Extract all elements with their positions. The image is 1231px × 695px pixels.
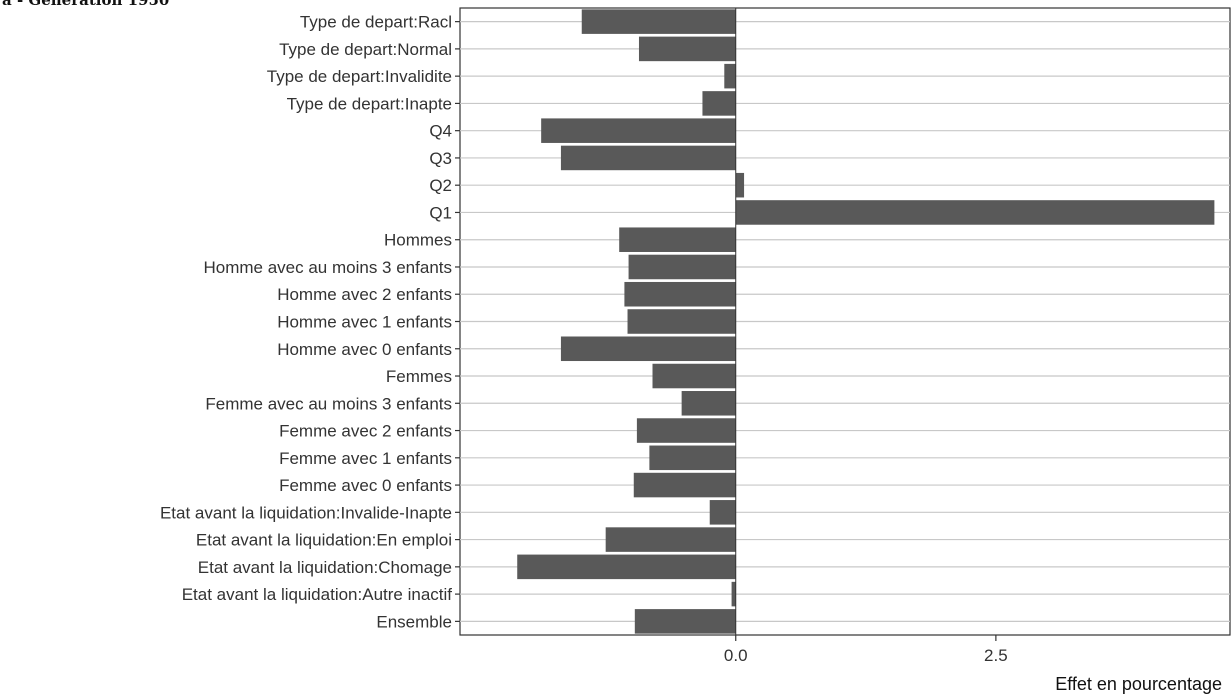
y-tick-label: Type de depart:Inapte	[287, 94, 452, 113]
bar	[709, 500, 736, 525]
y-tick-label: Q1	[429, 203, 452, 222]
bars	[517, 9, 1215, 634]
y-tick-label: Q3	[429, 149, 452, 168]
bar	[735, 172, 745, 198]
bar	[541, 118, 736, 143]
y-tick-label: Homme avec 1 enfants	[277, 313, 452, 332]
x-tick-label: 2.5	[984, 646, 1008, 665]
y-axis-labels: Ensemble Etat avant la liquidation:Autre …	[160, 13, 460, 631]
y-tick-label: Homme avec 0 enfants	[277, 340, 452, 359]
bar	[627, 309, 736, 334]
y-tick-label: Ensemble	[376, 612, 452, 631]
bar	[605, 527, 736, 552]
bar	[628, 254, 736, 280]
y-tick-label: Femmes	[386, 367, 452, 386]
bar	[638, 36, 736, 62]
bar	[702, 91, 736, 116]
bar	[649, 445, 736, 471]
bar	[624, 281, 736, 307]
x-tick-label: 0.0	[724, 646, 748, 665]
y-tick-label: Femme avec au moins 3 enfants	[205, 394, 452, 413]
figure-panel-heading: a - Génération 1950	[2, 0, 170, 9]
y-tick-label: Homme avec au moins 3 enfants	[203, 258, 452, 277]
bar	[633, 472, 736, 498]
y-tick-label: Etat avant la liquidation:Autre inactif	[182, 585, 453, 604]
y-tick-label: Etat avant la liquidation:En emploi	[196, 531, 452, 550]
y-tick-label: Etat avant la liquidation:Chomage	[198, 558, 452, 577]
bar	[735, 200, 1215, 225]
bar	[517, 554, 736, 580]
bar	[634, 609, 736, 634]
y-tick-label: Hommes	[384, 231, 452, 250]
y-tick-label: Femme avec 2 enfants	[279, 422, 452, 441]
y-tick-label: Type de depart:Racl	[300, 13, 452, 32]
y-tick-label: Type de depart:Normal	[279, 40, 452, 59]
bar	[724, 63, 736, 89]
bar	[681, 391, 736, 416]
y-tick-label: Q2	[429, 176, 452, 195]
bar	[731, 581, 736, 607]
bar	[581, 9, 736, 34]
y-tick-label: Etat avant la liquidation:Invalide-Inapt…	[160, 503, 452, 522]
y-tick-label: Femme avec 0 enfants	[279, 476, 452, 495]
x-axis-labels: 0.0 2.5	[724, 635, 1008, 665]
bar	[560, 336, 736, 362]
y-tick-label: Type de depart:Invalidite	[267, 67, 452, 86]
y-tick-label: Homme avec 2 enfants	[277, 285, 452, 304]
bar	[652, 363, 736, 389]
y-tick-label: Femme avec 1 enfants	[279, 449, 452, 468]
bar	[560, 145, 736, 171]
x-axis-title: Effet en pourcentage	[1055, 674, 1222, 694]
bar	[636, 418, 736, 443]
y-tick-label: Q4	[429, 122, 452, 141]
bar	[619, 227, 736, 252]
